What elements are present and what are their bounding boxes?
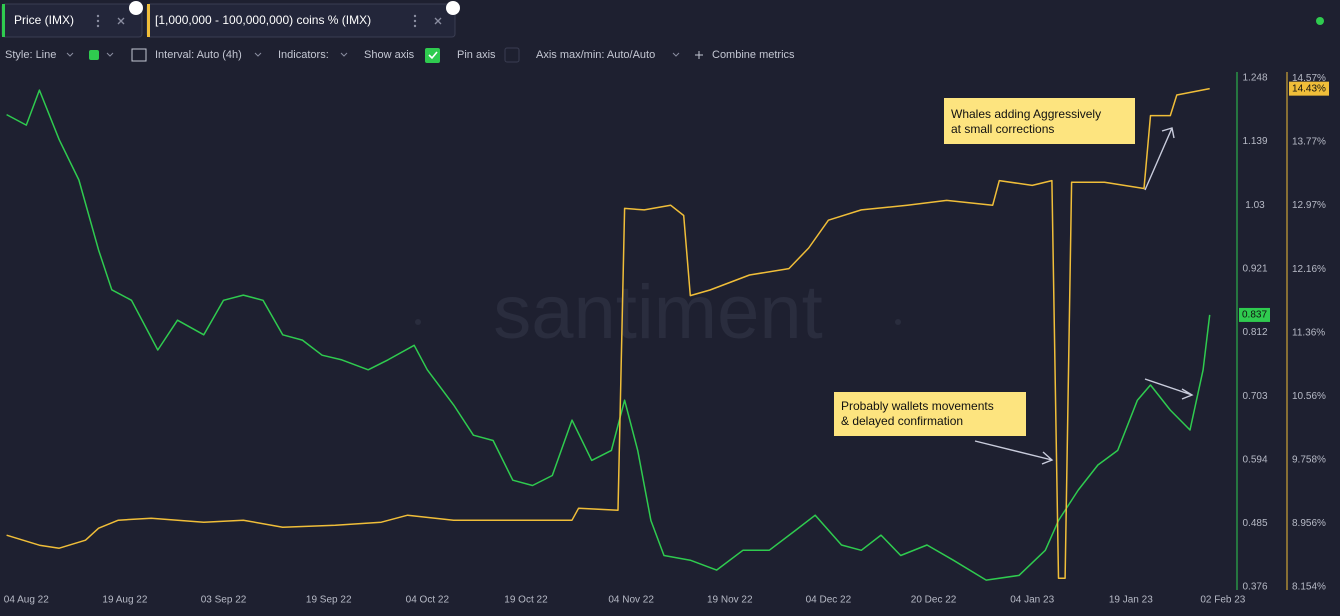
y2-tick-label: 13.77% [1292,136,1326,147]
y-tick-label: 0.812 [1242,327,1267,338]
plus-icon [695,51,703,59]
x-tick-label: 19 Nov 22 [707,595,753,606]
plot [6,87,1211,581]
watermark-dot [415,319,421,325]
y-tick-label: 0.376 [1242,582,1267,593]
x-tick-label: 03 Sep 22 [201,595,247,606]
tab-color [2,4,5,37]
interval-selector[interactable]: Interval: Auto (4h) [155,49,242,61]
x-tick-label: 04 Aug 22 [4,595,49,606]
x-tick-label: 19 Oct 22 [504,595,548,606]
y-tick-label: 1.248 [1242,72,1267,83]
chevron [106,52,114,57]
y-tick-label: 1.139 [1242,136,1267,147]
last-value-badge [1289,81,1329,96]
indicators-selector[interactable]: Indicators: [278,49,329,61]
y2-tick-label: 9.758% [1292,454,1326,465]
y-tick-label: 0.594 [1242,454,1267,465]
x-tick-label: 02 Feb 23 [1200,595,1245,606]
tab-color [147,4,150,37]
annotation-box [944,98,1135,144]
y-tick-label: 1.03 [1245,200,1265,211]
x-tick-label: 19 Jan 23 [1109,595,1153,606]
last-value-label: 0.837 [1242,310,1267,321]
x-tick-label: 19 Aug 22 [102,595,147,606]
chevron [340,52,348,57]
y2-tick-label: 8.154% [1292,582,1326,593]
checkmark [428,51,438,60]
chevron [66,52,74,57]
pin-axis-label: Pin axis [457,49,496,61]
x-tick-label: 19 Sep 22 [306,595,352,606]
series-line [6,87,1210,579]
annotation-text: Probably wallets movements [841,399,994,413]
asset-icon [129,1,143,15]
y2-tick-label: 12.97% [1292,200,1326,211]
watermark: santiment [493,270,823,355]
show-axis-label: Show axis [364,49,415,61]
tab-menu[interactable] [413,14,417,28]
y2-tick-label: 14.57% [1292,73,1326,84]
x-tick-label: 04 Dec 22 [806,595,852,606]
axis-minmax-selector[interactable]: Axis max/min: Auto/Auto [536,49,655,61]
combine-metrics[interactable]: Combine metrics [712,49,795,61]
x-tick-label: 04 Jan 23 [1010,595,1054,606]
tab-menu[interactable] [96,14,100,28]
annotation-text: at small corrections [951,122,1054,136]
annotation-text: Whales adding Aggressively [951,107,1101,121]
show-axis-checkbox[interactable] [425,48,440,63]
x-tick-label: 20 Dec 22 [911,595,957,606]
series-line [6,89,1211,581]
x-tick-label: 04 Nov 22 [608,595,654,606]
last-value-badge [1239,307,1270,322]
annotation-box [834,392,1026,436]
x-tick-label: 04 Oct 22 [406,595,450,606]
y-tick-label: 0.485 [1242,518,1267,529]
y2-tick-label: 8.956% [1292,518,1326,529]
asset-icon [446,1,460,15]
color-picker[interactable] [89,50,99,60]
tab-close[interactable] [434,17,442,25]
tab-label: Price (IMX) [14,13,74,27]
chevron [254,52,262,57]
y-tick-label: 0.921 [1242,263,1267,274]
last-value-label: 14.43% [1292,83,1326,94]
y-tick-label: 0.703 [1242,391,1267,402]
watermark-dot [895,319,901,325]
status-dot [1316,17,1324,25]
y2-tick-label: 12.16% [1292,264,1326,275]
chevron [672,52,680,57]
interval-icon [131,48,147,62]
tab-label: [1,000,000 - 100,000,000) coins % (IMX) [155,13,371,27]
y2-tick-label: 10.56% [1292,391,1326,402]
pin-axis-checkbox[interactable] [504,47,520,63]
y2-tick-label: 11.36% [1292,327,1325,338]
annotation-text: & delayed confirmation [841,414,963,428]
style-selector[interactable]: Style: Line [5,49,56,61]
tab-close[interactable] [117,17,125,25]
annotation-arrow [974,127,1194,465]
